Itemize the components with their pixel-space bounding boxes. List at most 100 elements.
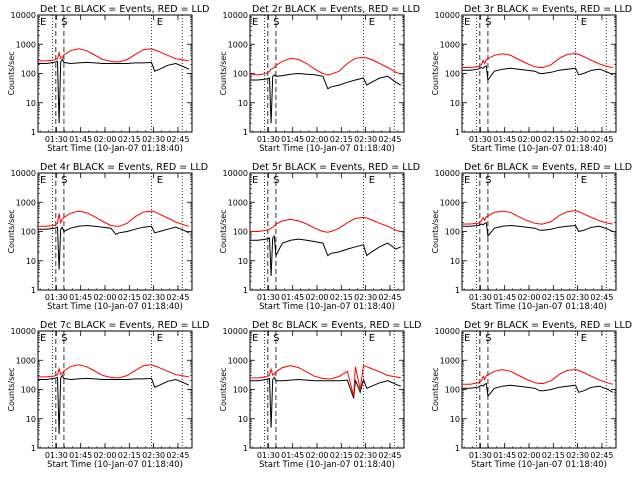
y-tick-label: 1000 [440, 356, 460, 365]
marker-label: E [369, 333, 375, 344]
events-series-line [250, 72, 402, 124]
panel-2: Det 2r BLACK = Events, RED = LLD 1 10 100 10… [219, 4, 420, 154]
panel-title: Det 4r BLACK = Events, RED = LLD [40, 162, 208, 173]
x-tick-label: 02:15 [542, 293, 565, 302]
x-tick-label: 02:00 [93, 451, 116, 460]
x-axis-label: Start Time (10-Jan-07 01:18:40) [471, 302, 607, 312]
y-tick-label: 1 [243, 128, 248, 137]
panel-1: Det 1c BLACK = Events, RED = LLD 1 10 100 10… [7, 4, 209, 154]
x-tick-label: 01:30 [45, 451, 68, 460]
marker-label: E [157, 175, 163, 186]
lld-series-line [38, 364, 189, 379]
marker-label: E [464, 175, 470, 186]
x-tick-label: 02:00 [305, 451, 328, 460]
y-tick-label: 100 [233, 228, 248, 237]
y-tick-label: 100 [21, 228, 36, 237]
panel-4: Det 4r BLACK = Events, RED = LLD 1 10 100 10… [7, 162, 208, 312]
panel-6: Det 6r BLACK = Events, RED = LLD 1 10 100 10… [431, 162, 632, 312]
y-tick-label: 1 [455, 444, 460, 453]
y-axis-label: Counts/sec [7, 367, 16, 411]
x-tick-label: 02:45 [166, 451, 189, 460]
y-tick-label: 10 [450, 99, 460, 108]
x-tick-label: 01:45 [69, 293, 92, 302]
x-axis-label: Start Time (10-Jan-07 01:18:40) [47, 460, 183, 470]
y-tick-label: 1000 [16, 198, 36, 207]
x-tick-label: 02:00 [517, 451, 540, 460]
x-tick-label: 02:30 [354, 135, 377, 144]
x-tick-label: 02:00 [93, 293, 116, 302]
x-tick-label: 02:45 [590, 135, 613, 144]
x-tick-label: 02:00 [305, 293, 328, 302]
y-tick-label: 10 [26, 257, 36, 266]
lld-series-line [38, 48, 189, 63]
x-tick-label: 01:45 [281, 135, 304, 144]
marker-label: S [273, 17, 279, 28]
panel-3: Det 3r BLACK = Events, RED = LLD 1 10 100 10… [431, 4, 632, 154]
y-tick-label: 100 [445, 228, 460, 237]
x-axis-label: Start Time (10-Jan-07 01:18:40) [471, 460, 607, 470]
y-tick-label: 100 [233, 70, 248, 79]
y-tick-label: 1 [31, 444, 36, 453]
y-tick-label: 10000 [11, 169, 36, 178]
x-tick-label: 01:30 [469, 451, 492, 460]
events-series-line [462, 222, 614, 238]
y-axis-label: Counts/sec [7, 209, 16, 253]
x-tick-label: 02:45 [378, 135, 401, 144]
y-axis-label: Counts/sec [431, 209, 440, 253]
panel-title: Det 8c BLACK = Events, RED = LLD [252, 320, 421, 331]
y-tick-label: 1000 [228, 356, 248, 365]
lld-series-line [462, 210, 613, 225]
y-tick-label: 1000 [228, 198, 248, 207]
marker-label: S [61, 175, 67, 186]
plot-frame [461, 330, 617, 449]
y-tick-label: 10000 [223, 169, 248, 178]
marker-label: E [581, 17, 587, 28]
x-axis-label: Start Time (10-Jan-07 01:18:40) [471, 144, 607, 154]
lld-series-line [250, 56, 401, 76]
y-tick-label: 100 [445, 70, 460, 79]
y-tick-label: 10 [238, 415, 248, 424]
y-tick-label: 1 [31, 128, 36, 137]
lld-series-line [250, 365, 401, 397]
marker-label: E [464, 17, 470, 28]
y-tick-label: 100 [21, 70, 36, 79]
events-series-line [38, 58, 190, 124]
x-tick-label: 02:45 [590, 451, 613, 460]
y-tick-label: 1000 [16, 356, 36, 365]
marker-label: S [273, 333, 279, 344]
panel-title: Det 1c BLACK = Events, RED = LLD [40, 4, 209, 15]
y-tick-label: 10000 [11, 11, 36, 20]
marker-label: S [61, 333, 67, 344]
x-axis-label: Start Time (10-Jan-07 01:18:40) [259, 460, 395, 470]
x-tick-label: 02:15 [542, 451, 565, 460]
x-tick-label: 02:15 [542, 135, 565, 144]
x-tick-label: 02:30 [142, 451, 165, 460]
x-axis-label: Start Time (10-Jan-07 01:18:40) [259, 302, 395, 312]
y-axis-label: Counts/sec [219, 367, 228, 411]
panel-8: Det 8c BLACK = Events, RED = LLD 1 10 100 10… [219, 320, 421, 470]
plot-frame [37, 330, 193, 449]
events-series-line [250, 234, 402, 277]
x-tick-label: 01:45 [281, 451, 304, 460]
marker-label: E [157, 333, 163, 344]
x-tick-label: 02:45 [378, 451, 401, 460]
x-tick-label: 01:45 [493, 451, 516, 460]
panel-7: Det 7c BLACK = Events, RED = LLD 1 10 100 10… [7, 320, 209, 470]
y-axis-label: Counts/sec [7, 51, 16, 95]
marker-label: E [252, 175, 258, 186]
marker-label: E [464, 333, 470, 344]
x-tick-label: 01:45 [69, 451, 92, 460]
marker-label: E [581, 175, 587, 186]
x-tick-label: 01:45 [281, 293, 304, 302]
lld-series-line [462, 369, 613, 385]
x-tick-label: 02:15 [330, 135, 353, 144]
lld-series-line [462, 53, 613, 68]
panel-title: Det 7c BLACK = Events, RED = LLD [40, 320, 209, 331]
marker-label: S [485, 333, 491, 344]
panel-9: Det 9r BLACK = Events, RED = LLD 1 10 100 10… [431, 320, 632, 470]
x-tick-label: 01:30 [45, 135, 68, 144]
marker-label: E [40, 17, 46, 28]
x-tick-label: 01:45 [493, 135, 516, 144]
x-axis-label: Start Time (10-Jan-07 01:18:40) [47, 144, 183, 154]
